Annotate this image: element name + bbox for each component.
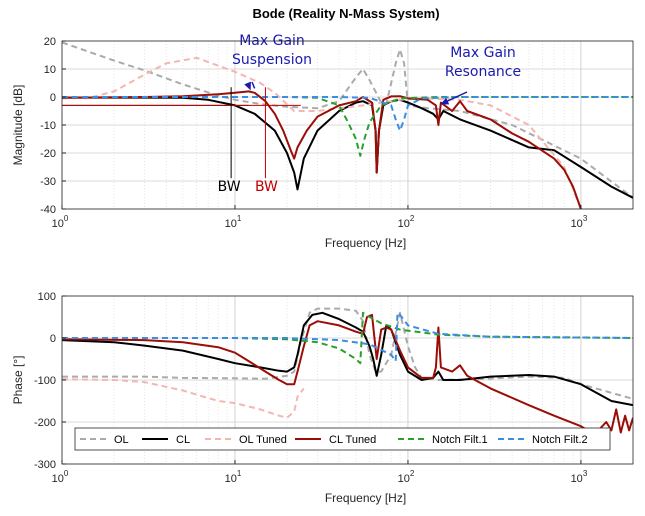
legend-box — [74, 427, 611, 451]
y-tick-label: 20 — [44, 36, 56, 48]
legend-label: Notch Filt.2 — [532, 434, 588, 446]
series-group — [62, 41, 633, 209]
series-notch-filt-1 — [62, 311, 633, 365]
x-tick-label: 101 — [225, 469, 242, 485]
x-tick-label: 100 — [52, 469, 69, 485]
y-tick-label: -10 — [40, 120, 56, 132]
annotation-arrowhead — [440, 97, 450, 105]
y-tick-label: -300 — [34, 459, 56, 471]
annotation-arrow — [251, 81, 256, 89]
x-tick-label: 101 — [225, 214, 242, 230]
y-tick-label: 0 — [50, 333, 56, 345]
x-tick-label: 102 — [398, 214, 415, 230]
legend-label: OL — [114, 434, 129, 446]
series-notch-filt-2 — [62, 311, 633, 363]
legend: OL CL OL Tuned CL Tuned Notch Filt.1 Notch Fi… — [74, 427, 611, 451]
legend-label: CL — [176, 434, 190, 446]
series-ol — [62, 41, 633, 199]
plot-phase: 100 101 102 103 100 0 -100 -200 -300 Frequency [H… — [11, 291, 634, 505]
y-tick-label: -40 — [40, 204, 56, 216]
y-tick-label: -20 — [40, 148, 56, 160]
legend-label: OL Tuned — [239, 434, 287, 446]
y-tick-label: -30 — [40, 176, 56, 188]
x-tick-label: 103 — [571, 214, 588, 230]
series-notch-filt-2 — [62, 96, 633, 132]
x-tick-label: 100 — [52, 214, 69, 230]
legend-label: CL Tuned — [329, 434, 376, 446]
y-axis-label: Phase [°] — [11, 356, 25, 405]
annotation-text: Resonance — [445, 64, 521, 80]
series-ol-tuned — [62, 56, 582, 209]
chart-title: Bode (Reality N-Mass System) — [252, 6, 439, 21]
y-tick-label: -100 — [34, 375, 56, 387]
series-ol-tuned — [62, 378, 305, 419]
bw-label: BW — [218, 179, 241, 195]
y-tick-label: -200 — [34, 417, 56, 429]
y-tick-label: 100 — [38, 291, 56, 303]
annotation-text: Max Gain — [450, 45, 516, 61]
annotation-text: Suspension — [232, 52, 312, 68]
x-tick-label: 102 — [398, 469, 415, 485]
annotation-arrow — [444, 91, 468, 104]
y-axis-label: Magnitude [dB] — [11, 85, 25, 166]
bw-label: BW — [255, 179, 278, 195]
series-cl-tuned — [62, 90, 582, 209]
legend-label: Notch Filt.1 — [432, 434, 488, 446]
y-tick-label: 0 — [50, 92, 56, 104]
y-tick-label: 10 — [44, 64, 56, 76]
x-axis-label: Frequency [Hz] — [325, 236, 406, 250]
annotation-arrowhead — [244, 81, 251, 91]
series-ol — [62, 307, 633, 400]
x-axis-label: Frequency [Hz] — [325, 491, 406, 505]
x-tick-label: 103 — [571, 469, 588, 485]
